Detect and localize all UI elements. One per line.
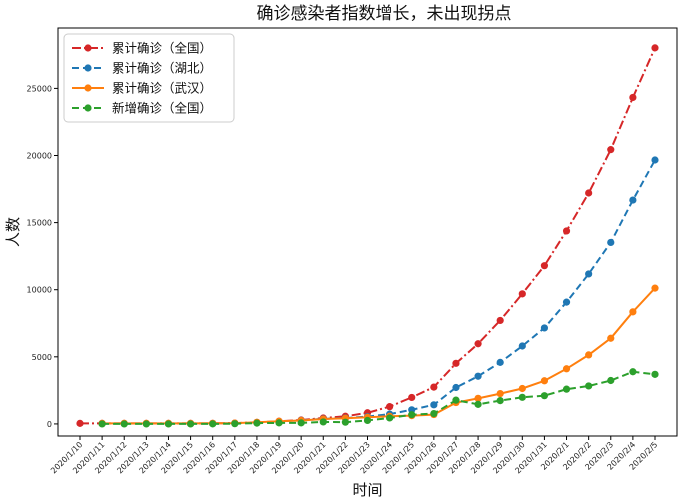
series-line	[80, 47, 656, 425]
data-point	[408, 411, 416, 419]
data-point	[430, 410, 438, 418]
legend-label: 累计确诊（全国）	[112, 41, 212, 56]
series-2	[98, 284, 659, 427]
data-point	[452, 383, 460, 392]
data-point	[585, 270, 593, 278]
data-point	[231, 420, 239, 428]
legend-label: 累计确诊（武汉）	[112, 81, 212, 96]
data-point	[629, 196, 637, 204]
data-point	[562, 385, 571, 393]
data-point	[297, 419, 305, 427]
data-point	[651, 44, 659, 52]
y-tick-label: 5000	[32, 353, 52, 362]
data-point	[562, 365, 571, 373]
data-point	[474, 340, 482, 348]
legend-item: 累计确诊（武汉）	[72, 81, 212, 96]
y-axis-label: 人数	[4, 217, 22, 247]
legend-swatch-marker	[84, 84, 92, 92]
y-axis: 0 5000 10000 15000 20000 25000	[27, 84, 58, 429]
data-point	[607, 146, 615, 154]
data-point	[585, 382, 593, 390]
data-point	[651, 284, 659, 292]
y-tick-label: 15000	[27, 219, 52, 228]
data-point	[430, 401, 438, 409]
legend-swatch-marker	[84, 44, 92, 52]
series-line	[102, 287, 656, 425]
data-point	[142, 420, 150, 428]
data-point	[275, 419, 283, 427]
data-point	[562, 298, 571, 306]
y-tick-label: 10000	[27, 286, 52, 295]
legend-swatch-marker	[84, 64, 92, 72]
data-point	[585, 351, 593, 359]
data-point	[474, 372, 482, 380]
data-point	[408, 393, 416, 402]
series-1	[297, 156, 659, 424]
data-point	[474, 400, 482, 408]
data-point	[540, 377, 549, 385]
data-point	[540, 324, 549, 332]
data-point	[607, 238, 615, 247]
legend-label: 新增确诊（全国）	[112, 101, 212, 116]
data-point	[518, 393, 526, 401]
data-point	[319, 418, 327, 426]
legend-item: 累计确诊（湖北）	[72, 61, 212, 76]
data-point	[120, 420, 128, 428]
data-point	[164, 420, 173, 428]
data-point	[629, 308, 637, 316]
data-point	[518, 342, 526, 350]
data-point	[585, 189, 593, 197]
legend-box	[63, 33, 235, 123]
data-point	[496, 316, 504, 325]
data-point	[629, 93, 637, 102]
x-axis-label: 时间	[352, 481, 382, 499]
data-point	[607, 334, 615, 342]
y-tick-label: 0	[47, 420, 52, 429]
data-point	[386, 414, 394, 422]
data-point	[496, 397, 504, 405]
legend-swatch-marker	[84, 104, 92, 112]
legend-label: 累计确诊（湖北）	[112, 61, 212, 76]
data-point	[209, 420, 217, 428]
data-point	[363, 416, 372, 425]
chart-title: 确诊感染者指数增长，未出现拐点	[257, 4, 512, 24]
y-tick-label: 20000	[27, 152, 52, 161]
data-point	[386, 403, 394, 411]
data-point	[76, 419, 84, 427]
data-point	[496, 389, 504, 398]
data-point	[341, 418, 349, 426]
data-point	[540, 262, 549, 270]
data-point	[452, 396, 460, 404]
series-layer	[76, 44, 659, 428]
x-axis: 2020/1/102020/1/112020/1/122020/1/132020…	[49, 436, 659, 475]
data-point	[562, 227, 571, 235]
data-point	[98, 420, 106, 428]
series-3	[98, 368, 659, 428]
data-point	[651, 370, 659, 378]
legend: 累计确诊（全国） 累计确诊（湖北） 累计确诊（武汉） 新增确诊（全国）	[63, 33, 235, 123]
data-point	[186, 420, 195, 428]
data-point	[629, 368, 637, 376]
legend-item: 累计确诊（全国）	[72, 41, 212, 56]
data-point	[518, 290, 526, 298]
legend-item: 新增确诊（全国）	[72, 101, 212, 116]
data-point	[518, 384, 526, 393]
data-point	[651, 156, 659, 164]
data-point	[430, 383, 438, 391]
y-tick-label: 25000	[27, 84, 52, 93]
data-point	[452, 359, 460, 367]
data-point	[253, 419, 261, 427]
data-point	[607, 376, 615, 385]
data-point	[496, 358, 504, 366]
data-point	[540, 392, 549, 400]
series-line	[301, 159, 656, 422]
series-line	[102, 370, 656, 425]
data-point	[474, 394, 482, 402]
